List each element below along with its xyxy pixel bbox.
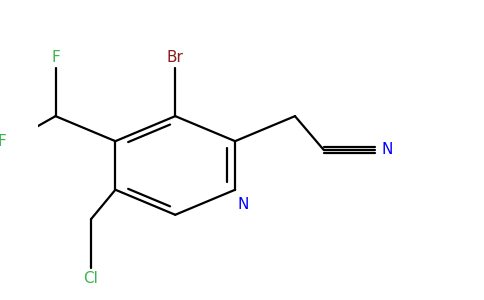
Text: F: F: [0, 134, 7, 149]
Text: N: N: [381, 142, 393, 158]
Text: Cl: Cl: [84, 271, 98, 286]
Text: F: F: [51, 50, 60, 64]
Text: N: N: [238, 197, 249, 212]
Text: Br: Br: [167, 50, 184, 64]
